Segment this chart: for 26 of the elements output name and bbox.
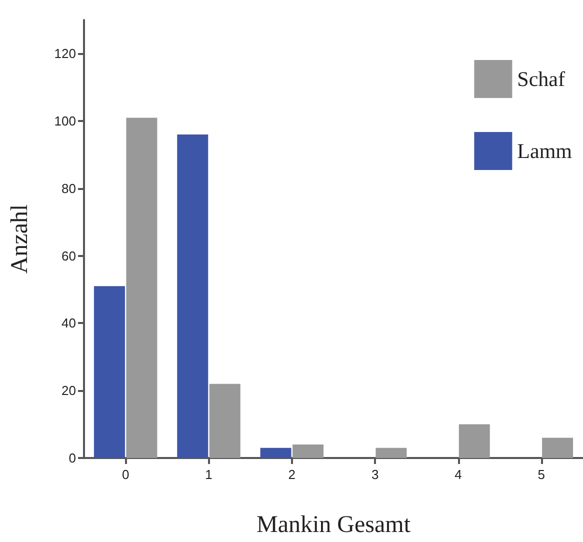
- bar: [376, 448, 407, 458]
- bar: [94, 286, 125, 458]
- x-tick-label: 0: [122, 467, 130, 482]
- bar: [177, 134, 208, 458]
- bar: [126, 118, 158, 458]
- bar: [292, 444, 324, 458]
- bar: [542, 438, 574, 458]
- bar: [458, 424, 490, 458]
- legend-label: Lamm: [517, 139, 572, 163]
- x-tick-label: 5: [538, 467, 546, 482]
- y-axis-title: Anzahl: [7, 204, 33, 274]
- legend-label: Schaf: [517, 67, 566, 91]
- x-axis-title: Mankin Gesamt: [256, 512, 411, 538]
- x-tick-label: 1: [205, 467, 212, 482]
- y-tick-label: 60: [62, 248, 76, 264]
- y-tick-label: 80: [62, 180, 76, 196]
- y-tick-label: 100: [54, 114, 76, 129]
- x-tick-label: 3: [371, 467, 379, 482]
- y-tick-label: 40: [62, 316, 76, 331]
- bar: [209, 384, 240, 458]
- y-tick-label: 120: [54, 46, 76, 62]
- bar: [260, 448, 292, 458]
- x-tick-label: 2: [288, 467, 296, 482]
- y-tick-label: 0: [68, 450, 76, 466]
- x-tick-label: 4: [454, 467, 462, 482]
- y-tick-label: 20: [62, 383, 76, 398]
